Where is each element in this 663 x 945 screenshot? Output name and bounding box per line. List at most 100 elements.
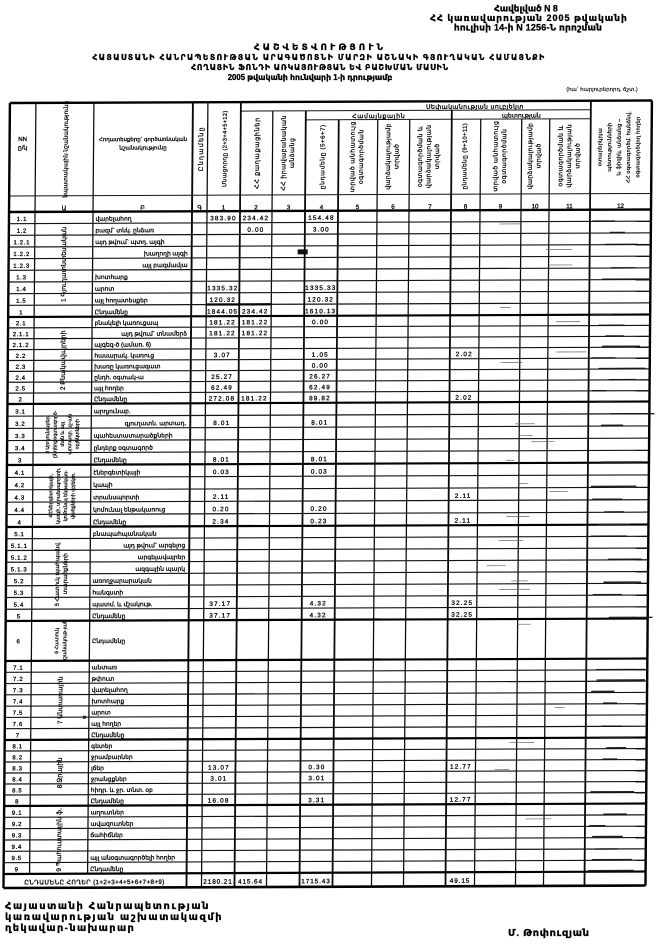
svg-text:այգեգ-ծ (ամառ. 6): այգեգ-ծ (ամառ. 6) xyxy=(94,342,151,348)
svg-text:Գ: Գ xyxy=(197,205,202,212)
svg-text:լճեր: լճեր xyxy=(91,766,104,772)
svg-text:3.01: 3.01 xyxy=(308,775,325,782)
svg-text:1715.43: 1715.43 xyxy=(301,878,330,885)
svg-text:այլ հողեր: այլ հողեր xyxy=(94,386,124,392)
svg-text:37.17: 37.17 xyxy=(209,601,231,608)
svg-text:234.42: 234.42 xyxy=(243,215,270,222)
svg-text:181.22: 181.22 xyxy=(209,319,236,326)
svg-text:49.15: 49.15 xyxy=(450,878,471,885)
svg-text:32.25: 32.25 xyxy=(451,612,473,619)
svg-text:6: 6 xyxy=(391,204,395,211)
svg-text:վարելահող: վարելահող xyxy=(92,688,128,694)
svg-text:Հայաստանի Հանրապետության: Հայաստանի Հանրապետության xyxy=(5,901,210,912)
svg-text:5.1.3: 5.1.3 xyxy=(11,567,28,573)
svg-text:ԸՆԴԱՄԵՆԸ ՀՈՂԵՐ (1+2+3+4+5+6+7+: ԸՆԴԱՄԵՆԸ ՀՈՂԵՐ (1+2+3+4+5+6+7+8+9) xyxy=(24,879,164,887)
svg-text:7.4: 7.4 xyxy=(13,699,23,705)
svg-text:(հա` հարյուրերորդ. ճշտ.): (հա` հարյուրերորդ. ճշտ.) xyxy=(566,87,638,93)
svg-text:անձանց: անձանց xyxy=(289,138,296,169)
svg-text:օբյեկտների: օբյեկտների xyxy=(75,419,81,449)
svg-text:2.1.2: 2.1.2 xyxy=(13,343,30,349)
svg-text:0.23: 0.23 xyxy=(310,518,327,525)
svg-text:8.01: 8.01 xyxy=(311,420,328,427)
svg-text:0.20: 0.20 xyxy=(213,506,230,513)
svg-text:ընդերքօգտագործ-: ընդերքօգտագործ- xyxy=(52,410,58,458)
svg-text:ընդամենը (9+10+11): ընդամենը (9+10+11) xyxy=(462,123,469,190)
svg-text:8.1: 8.1 xyxy=(12,744,22,750)
svg-text:32.25: 32.25 xyxy=(451,600,473,607)
svg-text:կապի: կապի xyxy=(93,483,113,489)
svg-text:1.3: 1.3 xyxy=(16,275,26,281)
svg-text:օգտագործման: օգտագործման xyxy=(358,129,365,184)
svg-text:7: 7 xyxy=(428,204,432,211)
svg-text:9.3: 9.3 xyxy=(12,833,22,839)
svg-text:հիդր. և ջր. տնտ. օբ: հիդր. և ջր. տնտ. օբ xyxy=(91,788,153,794)
svg-text:ղեկավար-նախարար: ղեկավար-նախարար xyxy=(5,923,135,934)
svg-text:181.22: 181.22 xyxy=(242,330,269,337)
svg-text:Ընդամենը: Ընդամենը xyxy=(95,310,128,316)
svg-text:տրված: տրված xyxy=(535,143,542,168)
svg-text:1335.32: 1335.32 xyxy=(207,285,238,292)
svg-text:8.4: 8.4 xyxy=(12,777,22,783)
svg-text:181.22: 181.22 xyxy=(209,330,236,337)
svg-text:Ընդամենը: Ընդամենը xyxy=(90,867,123,873)
svg-text:գյուղատն. արտադ.: գյուղատն. արտադ. xyxy=(125,421,187,427)
svg-text:օգտագործվող հողեր: օգտագործվող հողեր xyxy=(635,117,642,178)
svg-text:2.4: 2.4 xyxy=(15,376,25,382)
svg-text:2.3: 2.3 xyxy=(16,365,26,371)
svg-text:3.31: 3.31 xyxy=(308,797,325,804)
svg-text:383.90: 383.90 xyxy=(210,215,237,222)
svg-text:Մ. Թոփուզյան: Մ. Թոփուզյան xyxy=(508,928,590,939)
svg-text:5.4: 5.4 xyxy=(14,603,24,609)
svg-text:խառը կառուցազատ: խառը կառուցազատ xyxy=(94,364,160,370)
svg-text:37.17: 37.17 xyxy=(209,613,231,620)
svg-text:արգելավայրեր: արգելավայրեր xyxy=(138,555,186,561)
svg-text:կառավարության աշխատակազմի: կառավարության աշխատակազմի xyxy=(5,912,223,923)
svg-text:4.3: 4.3 xyxy=(14,496,24,502)
svg-text:հանգստի: հանգստի xyxy=(92,590,123,596)
svg-text:NN: NN xyxy=(18,137,27,143)
svg-text:6: 6 xyxy=(16,639,20,645)
svg-text:89.82: 89.82 xyxy=(309,395,331,402)
svg-text:ճահիճներ: ճահիճներ xyxy=(90,833,123,839)
svg-text:պատմ. և մշակութ.: պատմ. և մշակութ. xyxy=(92,602,153,608)
svg-text:Բ: Բ xyxy=(140,205,145,212)
svg-text:9: 9 xyxy=(15,867,19,873)
svg-text:3.4: 3.4 xyxy=(15,446,25,452)
svg-text:աղուտներ: աղուտներ xyxy=(91,810,125,816)
svg-text:12.77: 12.77 xyxy=(450,764,472,771)
svg-text:այդ թվում` պտղ. այգի: այդ թվում` պտղ. այգի xyxy=(95,240,165,246)
svg-text:7.5: 7.5 xyxy=(13,711,23,717)
svg-text:1844.05: 1844.05 xyxy=(207,309,238,316)
svg-text:էներգետիկայի: էներգետիկայի xyxy=(93,470,140,476)
svg-text:այդ թվում` արգելոց: այդ թվում` արգելոց xyxy=(123,543,185,549)
svg-text:1.2.3: 1.2.3 xyxy=(13,264,30,270)
svg-text:նպատակային նշանակությունը: նպատակային նշանակությունը xyxy=(63,100,70,198)
svg-text:վարձակալությամբ: վարձակալությամբ xyxy=(385,123,393,190)
svg-text:3.01: 3.01 xyxy=(210,776,227,783)
svg-text:8: 8 xyxy=(15,799,19,805)
svg-text:181.22: 181.22 xyxy=(241,395,268,402)
svg-text:Ընդամենը: Ընդամենը xyxy=(92,639,125,645)
svg-text:Հողատեսքերը` գործառնական: Հողատեսքերը` գործառնական xyxy=(99,137,187,143)
svg-text:Ընդամենը: Ընդամենը xyxy=(92,614,125,620)
svg-text:1.4: 1.4 xyxy=(16,287,26,293)
svg-text:2.02: 2.02 xyxy=(455,395,472,402)
svg-text:2: 2 xyxy=(18,397,22,403)
svg-text:և ֆիզիկ. անձանց –: և ֆիզիկ. անձանց – xyxy=(616,119,622,176)
svg-text:1 Գյուղատնտեսական: 1 Գյուղատնտեսական xyxy=(61,227,69,302)
svg-text:նշանակութ-յան: նշանակութ-յան xyxy=(62,620,68,663)
svg-text:25.27: 25.27 xyxy=(211,374,233,381)
svg-text:7.2: 7.2 xyxy=(13,677,23,683)
svg-text:1: 1 xyxy=(19,310,23,316)
svg-text:7.6: 7.6 xyxy=(13,722,23,728)
svg-text:ընդամենը (5+6+7): ընդամենը (5+6+7) xyxy=(320,124,327,189)
svg-text:13.07: 13.07 xyxy=(208,765,230,772)
svg-text:Ընդամենը: Ընդամենը xyxy=(93,520,126,526)
svg-text:այլ անօգտագործելի հողեր: այլ անօգտագործելի հողեր xyxy=(90,855,175,861)
svg-text:11: 11 xyxy=(566,203,573,210)
svg-text:Ընդամենը: Ընդամենը xyxy=(94,397,127,403)
svg-text:8.01: 8.01 xyxy=(213,457,230,464)
svg-text:ավազուտներ: ավազուտներ xyxy=(90,822,133,828)
svg-text:2: 2 xyxy=(254,204,258,211)
svg-text:0.03: 0.03 xyxy=(311,469,328,476)
